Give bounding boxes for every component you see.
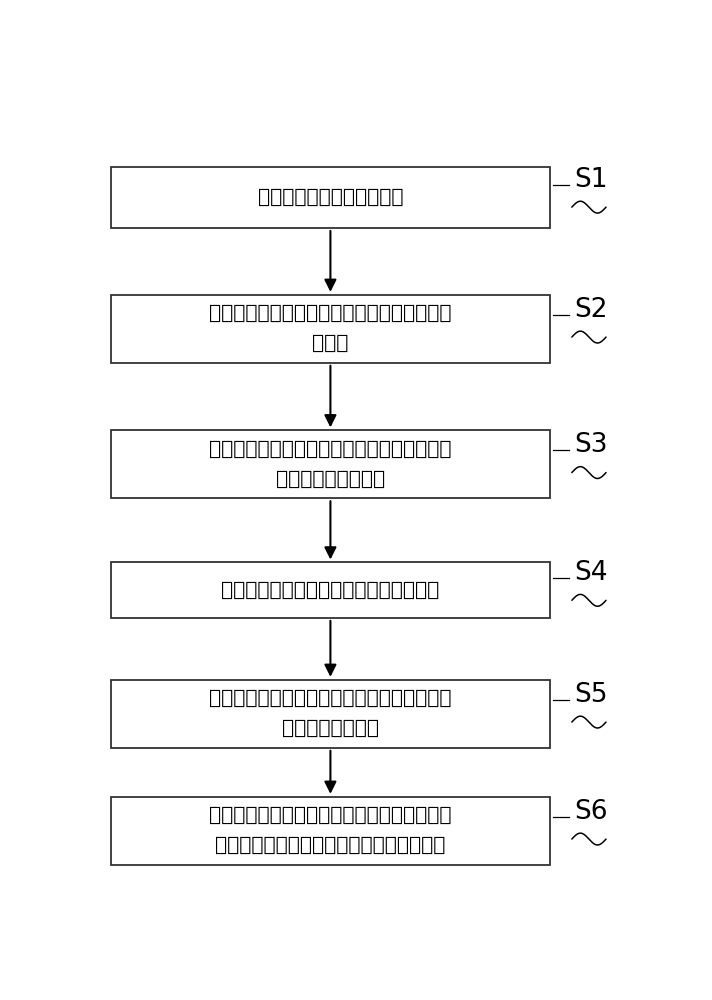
Text: 基于双基因变异方法对交叉操作后的卫星任务: 基于双基因变异方法对交叉操作后的卫星任务 xyxy=(209,806,451,825)
Bar xyxy=(111,562,550,618)
Bar xyxy=(111,797,550,865)
Text: S2: S2 xyxy=(575,297,608,323)
Text: 种群进行变异操作，得到卫星任务调度方案: 种群进行变异操作，得到卫星任务调度方案 xyxy=(215,836,446,855)
Text: 获取卫星任务的可见时间窗: 获取卫星任务的可见时间窗 xyxy=(258,188,403,207)
Bar xyxy=(111,680,550,748)
Text: S1: S1 xyxy=(575,167,608,193)
Bar xyxy=(111,430,550,498)
Text: 种群进行交叉操作: 种群进行交叉操作 xyxy=(282,719,379,738)
Bar xyxy=(111,295,550,363)
Text: S3: S3 xyxy=(575,432,608,458)
Text: S6: S6 xyxy=(575,799,608,825)
Text: 基于所述观测时间窗对卫星任务进行实数编码: 基于所述观测时间窗对卫星任务进行实数编码 xyxy=(209,440,451,459)
Bar xyxy=(111,167,550,228)
Text: 时间窗: 时间窗 xyxy=(313,334,349,353)
Text: S5: S5 xyxy=(575,682,608,708)
Text: 基于预设的两代竞争取优算法对所述卫星任务: 基于预设的两代竞争取优算法对所述卫星任务 xyxy=(209,689,451,708)
Text: S4: S4 xyxy=(575,560,608,586)
Text: 对所述可见时间窗进行离散化处理，得到观测: 对所述可见时间窗进行离散化处理，得到观测 xyxy=(209,304,451,323)
Text: ，得到卫星任务序列: ，得到卫星任务序列 xyxy=(276,470,385,489)
Text: 基于所述卫星任务序列获取卫星任务种群: 基于所述卫星任务序列获取卫星任务种群 xyxy=(221,581,439,600)
